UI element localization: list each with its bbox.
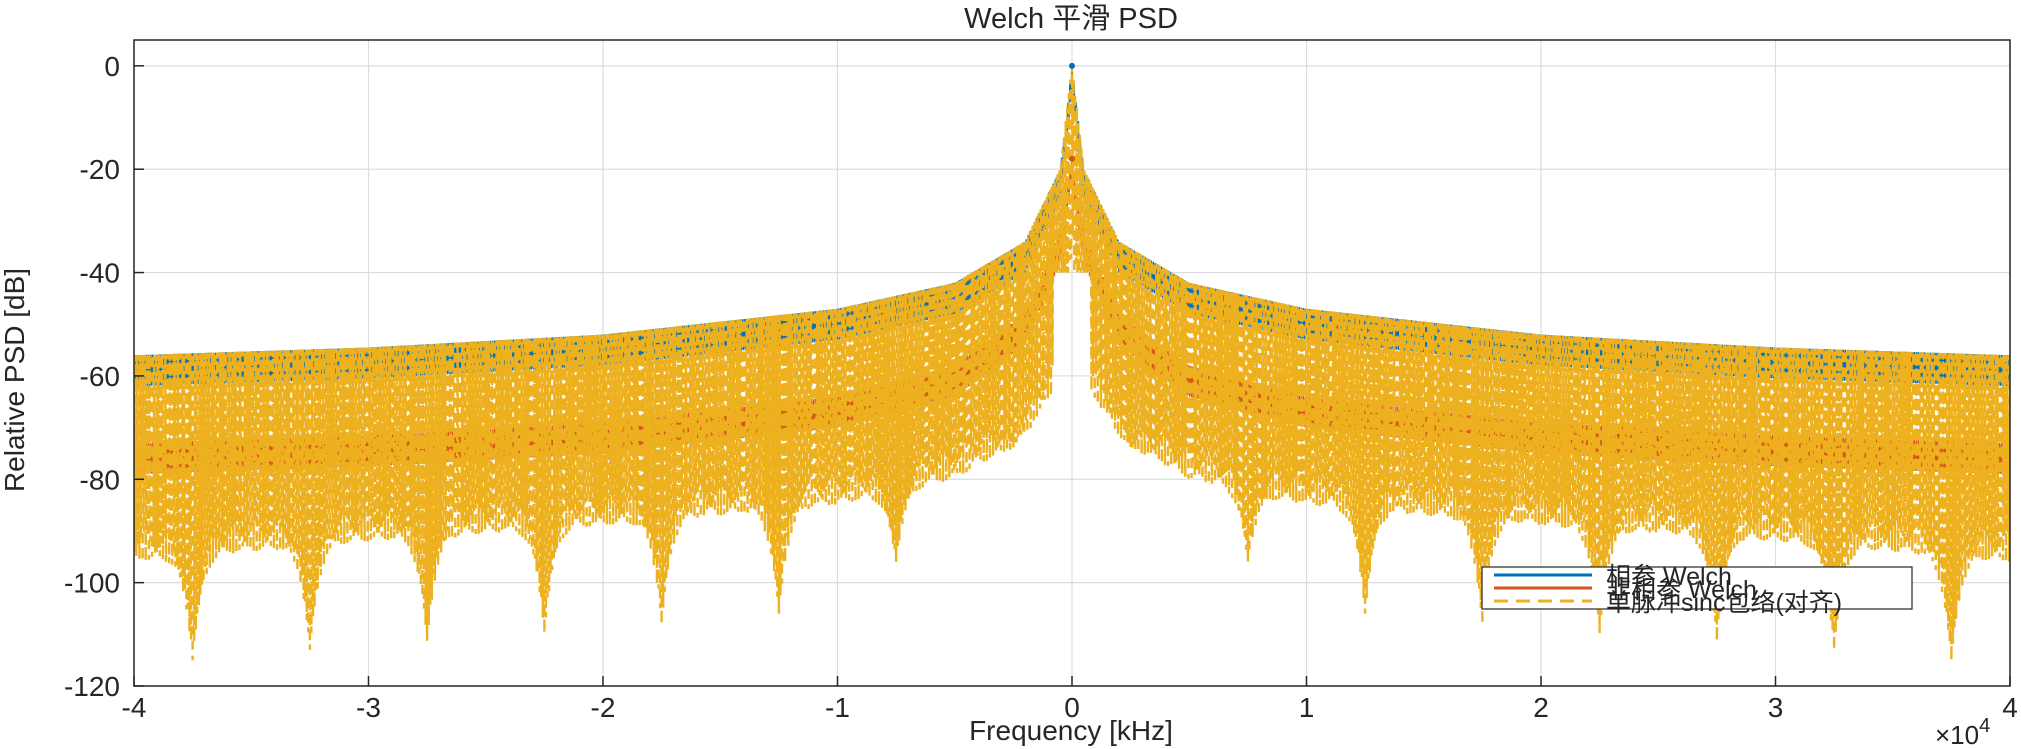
y-axis-ticks: 0 -20 -40 -60 -80 -100 -120 xyxy=(64,51,144,702)
y-tick-label: -40 xyxy=(80,258,120,289)
legend-label: 非相参 Welch xyxy=(1606,576,1757,604)
x-tick-label: -1 xyxy=(825,692,850,723)
peak-coherent xyxy=(1069,62,1075,69)
y-tick-label: -60 xyxy=(80,361,120,392)
chart-title: Welch 平滑 PSD xyxy=(964,3,1178,35)
x-axis-label: Frequency [kHz] xyxy=(969,715,1173,746)
legend-label: 单脉冲sinc包络(对齐) xyxy=(1606,589,1842,617)
x-axis-exponent-base: ×10 xyxy=(1935,720,1979,749)
x-axis-exponent-power: 4 xyxy=(1979,715,1990,737)
x-tick-label: 2 xyxy=(1533,692,1549,723)
y-tick-label: -100 xyxy=(64,568,120,599)
y-axis-label: Relative PSD [dB] xyxy=(0,268,30,492)
x-tick-label: 4 xyxy=(2002,692,2018,723)
y-tick-label: 0 xyxy=(104,51,120,82)
peak-noncoherent xyxy=(1069,155,1075,162)
x-tick-label: 0 xyxy=(1064,692,1080,723)
plot-area xyxy=(134,62,2010,661)
x-tick-label: -3 xyxy=(356,692,381,723)
y-tick-label: -80 xyxy=(80,464,120,495)
x-tick-label: -2 xyxy=(591,692,616,723)
y-tick-label: -120 xyxy=(64,671,120,702)
legend-label: 相参 Welch xyxy=(1606,563,1732,591)
x-tick-label: 3 xyxy=(1768,692,1784,723)
x-tick-label: -4 xyxy=(122,692,147,723)
x-tick-label: 1 xyxy=(1299,692,1315,723)
y-tick-label: -20 xyxy=(80,154,120,185)
x-axis-exponent: ×104 xyxy=(1935,715,1990,749)
x-axis-ticks: -4 -3 -2 -1 0 1 2 3 4 xyxy=(122,676,2018,723)
